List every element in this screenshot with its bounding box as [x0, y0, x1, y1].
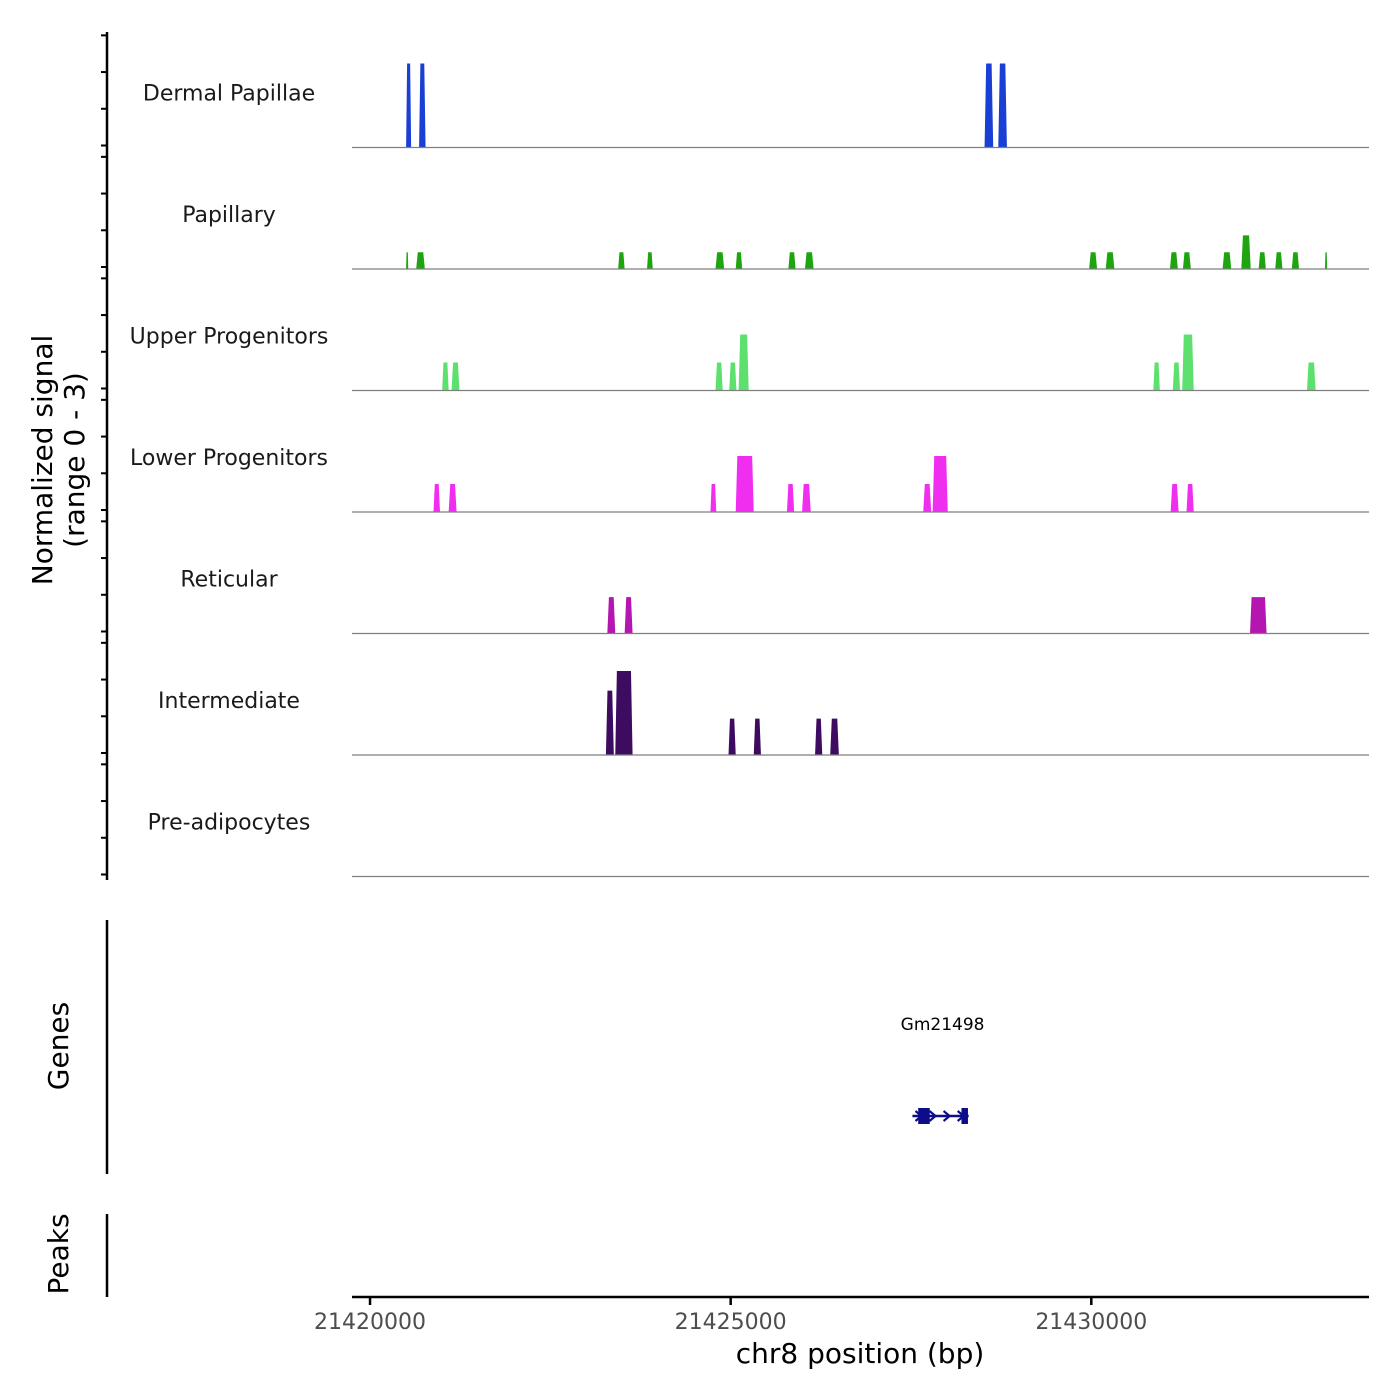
coverage-peak [1169, 252, 1178, 269]
x-axis-title: chr8 position (bp) [736, 1337, 985, 1370]
coverage-tracks: Dermal Papillae Papillary Upper Progenitor… [130, 63, 1369, 878]
coverage-peak [1170, 484, 1179, 512]
coverage-peak [715, 362, 723, 391]
coverage-peak [998, 63, 1007, 148]
track-reticular: Reticular [180, 568, 1369, 635]
coverage-peak [735, 456, 754, 512]
gene-label: Gm21498 [901, 1015, 985, 1035]
coverage-peak [433, 484, 440, 512]
x-tick-label: 21420000 [314, 1310, 426, 1335]
track-pre-adipocytes: Pre-adipocytes [148, 811, 1369, 878]
track-lower-progenitors: Lower Progenitors [130, 446, 1369, 513]
coverage-peak [786, 484, 795, 512]
coverage-peak [1105, 252, 1115, 269]
coverage-peak [738, 334, 749, 391]
coverage-peak [1182, 252, 1191, 269]
coverage-peak [1275, 252, 1283, 269]
coverage-peak [624, 597, 633, 634]
x-axis-ticks: 21420000 21425000 21430000 [314, 1297, 1147, 1335]
strand-arrow-icon [928, 1110, 938, 1122]
strand-arrow-icon [942, 1110, 952, 1122]
coverage-peak [710, 484, 717, 512]
coverage-peak [419, 63, 426, 148]
coverage-peak [406, 63, 412, 148]
y-axis-title-line1: Normalized signal [26, 335, 59, 586]
coverage-peak [448, 484, 457, 512]
x-tick-label: 21425000 [675, 1310, 787, 1335]
gene-gm21498: Gm21498 [901, 1015, 985, 1124]
gene-exon [918, 1108, 930, 1124]
x-tick-label: 21430000 [1035, 1310, 1147, 1335]
coverage-peak [830, 718, 839, 755]
track-label: Pre-adipocytes [148, 811, 311, 836]
strand-arrow-icon [956, 1110, 966, 1122]
coverage-peak [788, 252, 796, 269]
track-label: Lower Progenitors [130, 446, 328, 471]
coverage-peak [406, 252, 409, 269]
coverage-peak [615, 671, 633, 755]
track-intermediate: Intermediate [158, 671, 1369, 756]
peaks-axis-title: Peaks [42, 1213, 75, 1294]
coverage-peak [923, 484, 932, 512]
coverage-peak [607, 597, 616, 634]
coverage-peak [1249, 597, 1267, 634]
coverage-peak [1186, 484, 1194, 512]
coverage-peak [729, 362, 737, 391]
coverage-peak [1291, 252, 1300, 269]
coverage-peak [1089, 252, 1098, 269]
track-papillary: Papillary [182, 203, 1369, 270]
track-upper-progenitors: Upper Progenitors [130, 325, 1369, 392]
track-label: Upper Progenitors [130, 325, 329, 350]
coverage-peak [984, 63, 994, 148]
coverage-peak [932, 456, 948, 512]
coverage-peak [1153, 362, 1160, 391]
coverage-peak [804, 252, 814, 269]
coverage-peak [451, 362, 460, 391]
track-label: Reticular [180, 568, 278, 593]
coverage-peak [1172, 362, 1181, 391]
coverage-y-ticks [101, 34, 107, 876]
track-dermal-papillae: Dermal Papillae [143, 63, 1369, 149]
coverage-peak [1258, 252, 1266, 269]
coverage-peak [815, 718, 823, 755]
coverage-peak [605, 690, 614, 755]
coverage-peak [1222, 252, 1232, 269]
genes-axis-title: Genes [42, 1002, 75, 1090]
coverage-peak [715, 252, 725, 269]
coverage-peak [1182, 334, 1194, 391]
coverage-peak [416, 252, 425, 269]
coverage-peak [442, 362, 449, 391]
coverage-peak [647, 252, 653, 269]
track-label: Dermal Papillae [143, 82, 315, 107]
coverage-peak [1241, 235, 1251, 269]
track-label: Papillary [182, 203, 276, 228]
coverage-peak [618, 252, 625, 269]
y-axis-title-line2: (range 0 - 3) [58, 372, 91, 548]
track-label: Intermediate [158, 689, 300, 714]
gene-track: Gm21498 [901, 1015, 985, 1124]
strand-arrow-icon [914, 1110, 924, 1122]
coverage-peak [1325, 252, 1328, 269]
coverage-peak [802, 484, 811, 512]
coverage-peak [728, 718, 736, 755]
coverage-peak [753, 718, 761, 755]
coverage-peak [1306, 362, 1316, 391]
coverage-peak [735, 252, 743, 269]
